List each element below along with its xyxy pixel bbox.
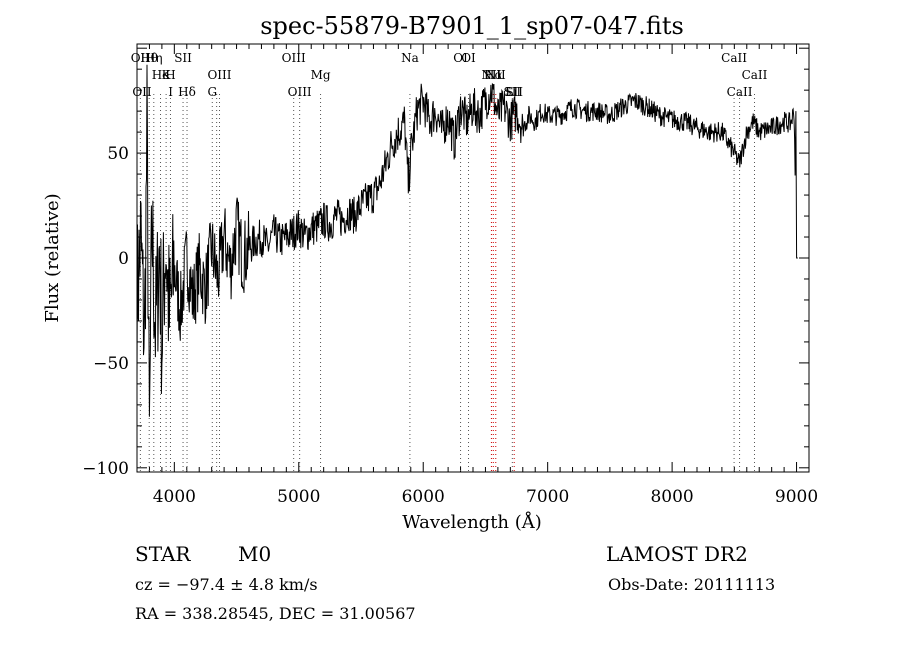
line-label: OIII (282, 51, 306, 65)
line-label: SII (503, 85, 521, 99)
line-label: Mg (311, 68, 331, 82)
x-tick-label: 8000 (650, 487, 693, 507)
x-tick-label: 5000 (277, 487, 320, 507)
line-label: G (207, 85, 217, 99)
object-class: STAR (135, 542, 191, 566)
data-release: LAMOST DR2 (606, 542, 748, 566)
line-label: NII (481, 68, 501, 82)
x-tick-label: 7000 (526, 487, 569, 507)
line-label: OII (132, 85, 152, 99)
x-axis-label: Wavelength (Å) (402, 511, 542, 533)
line-markers (139, 94, 755, 472)
line-label: NII (486, 68, 506, 82)
line-label: CaII (727, 85, 753, 99)
x-tick-label: 9000 (775, 487, 818, 507)
y-tick-label: −100 (82, 459, 129, 479)
line-label: OIII (207, 68, 231, 82)
line-label: SII (505, 85, 523, 99)
chart-title: spec-55879-B7901_1_sp07-047.fits (260, 12, 684, 40)
coordinates: RA = 338.28545, DEC = 31.00567 (135, 604, 416, 623)
line-label: CaII (721, 51, 747, 65)
line-label: Hδ (178, 85, 196, 99)
line-label: Hη (145, 51, 163, 65)
y-tick-label: 0 (118, 249, 129, 269)
x-tick-label: 4000 (153, 487, 196, 507)
line-label: OI (461, 51, 476, 65)
line-labels: HθKHδOIIHeISIIOIIIOIIHηHGOIIIMgOIIINaNII… (131, 51, 768, 99)
line-label: K (162, 68, 172, 82)
line-label: OI (453, 51, 468, 65)
y-tick-label: −50 (93, 354, 129, 374)
line-label: CaII (742, 68, 768, 82)
plot-axes: 4000 5000 6000 7000 8000 9000 −100 −50 0 50 (82, 43, 818, 507)
y-tick-label: 50 (107, 144, 129, 164)
line-label: I (168, 85, 173, 99)
line-label: He (152, 68, 170, 82)
line-label: Li (505, 85, 517, 99)
observation-date: Obs-Date: 20111113 (608, 575, 776, 594)
spectrum-line (136, 64, 798, 417)
subclass: M0 (238, 542, 272, 566)
line-label: H (165, 68, 175, 82)
line-label: SII (174, 51, 192, 65)
y-axis-label: Flux (relative) (42, 193, 63, 322)
line-label: Na (401, 51, 419, 65)
x-tick-label: 6000 (402, 487, 445, 507)
line-label: OIII (288, 85, 312, 99)
line-label: Hα (484, 68, 503, 82)
line-label: OII (131, 51, 151, 65)
redshift-cz: cz = −97.4 ± 4.8 km/s (135, 575, 318, 594)
line-label: Hθ (140, 51, 158, 65)
